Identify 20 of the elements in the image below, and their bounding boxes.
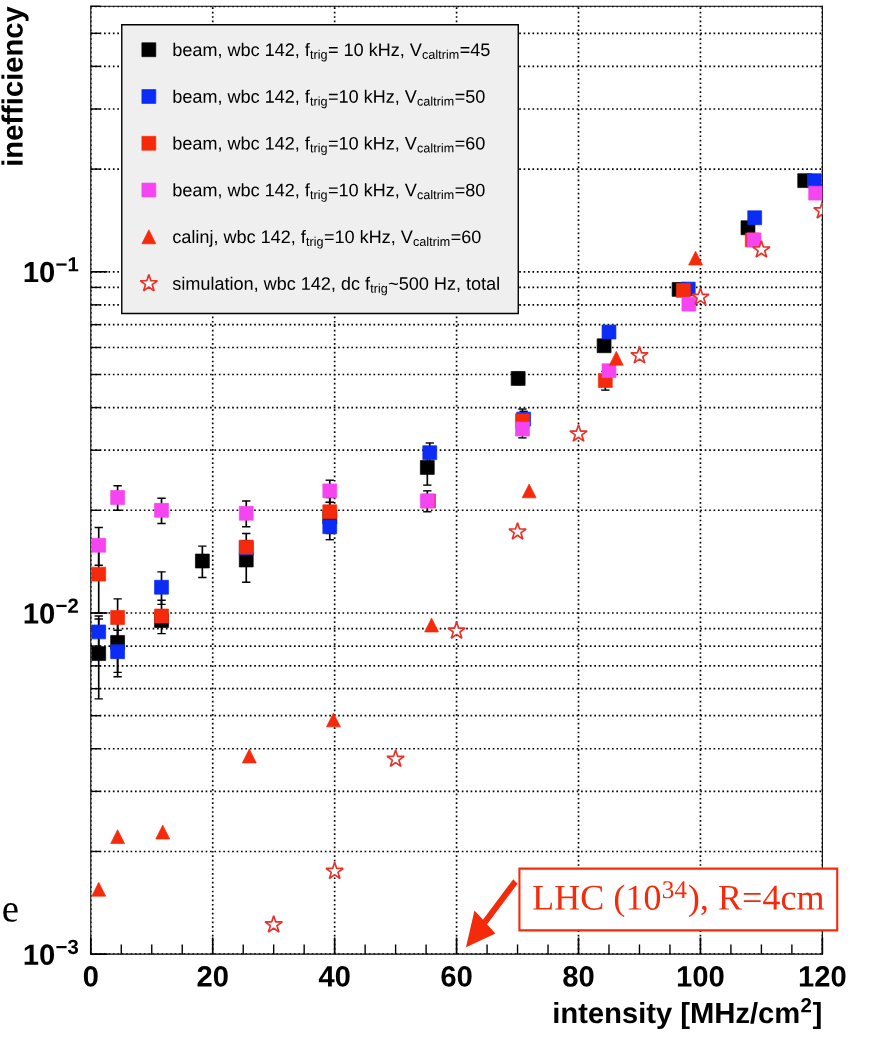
x-tick-label: 120 — [799, 966, 846, 987]
y-tick-label: 10$^{−1}$ — [24, 257, 79, 283]
y-axis-title: inefficiency — [1, 6, 29, 165]
legend-label: calinj, wbc 142, f$_{trig}$=10 kHz, V$_{caltrim}$=60 — [173, 229, 481, 249]
text: e — [3, 903, 18, 922]
legend-label: beam, wbc 142, f$_{trig}$= 10 kHz, V$_{caltrim}$=45 — [173, 42, 490, 62]
x-axis-title: intensity [MHz/cm$^{2}$] — [554, 998, 821, 1030]
x-tick-label: 20 — [197, 966, 228, 987]
x-tick-label: 100 — [677, 966, 724, 987]
x-tick-label: 80 — [563, 966, 594, 987]
annotation: LHC (10$^{34}$), R=4cm — [533, 881, 824, 918]
legend-label: simulation, wbc 142, dc f$_{trig}$~500 Hz, total — [172, 276, 499, 296]
y-tick-label: 10$^{−3}$ — [24, 939, 79, 965]
x-tick-label: 60 — [441, 966, 472, 987]
legend-label: beam, wbc 142, f$_{trig}$=10 kHz, V$_{caltrim}$=50 — [173, 89, 485, 109]
x-tick-label: 0 — [83, 966, 98, 987]
x-tick-label: 40 — [318, 966, 350, 987]
legend-label: beam, wbc 142, f$_{trig}$=10 kHz, V$_{caltrim}$=80 — [173, 183, 485, 202]
legend-label: beam, wbc 142, f$_{trig}$=10 kHz, V$_{caltrim}$=60 — [173, 136, 485, 155]
y-tick-label: 10$^{−2}$ — [24, 598, 78, 624]
